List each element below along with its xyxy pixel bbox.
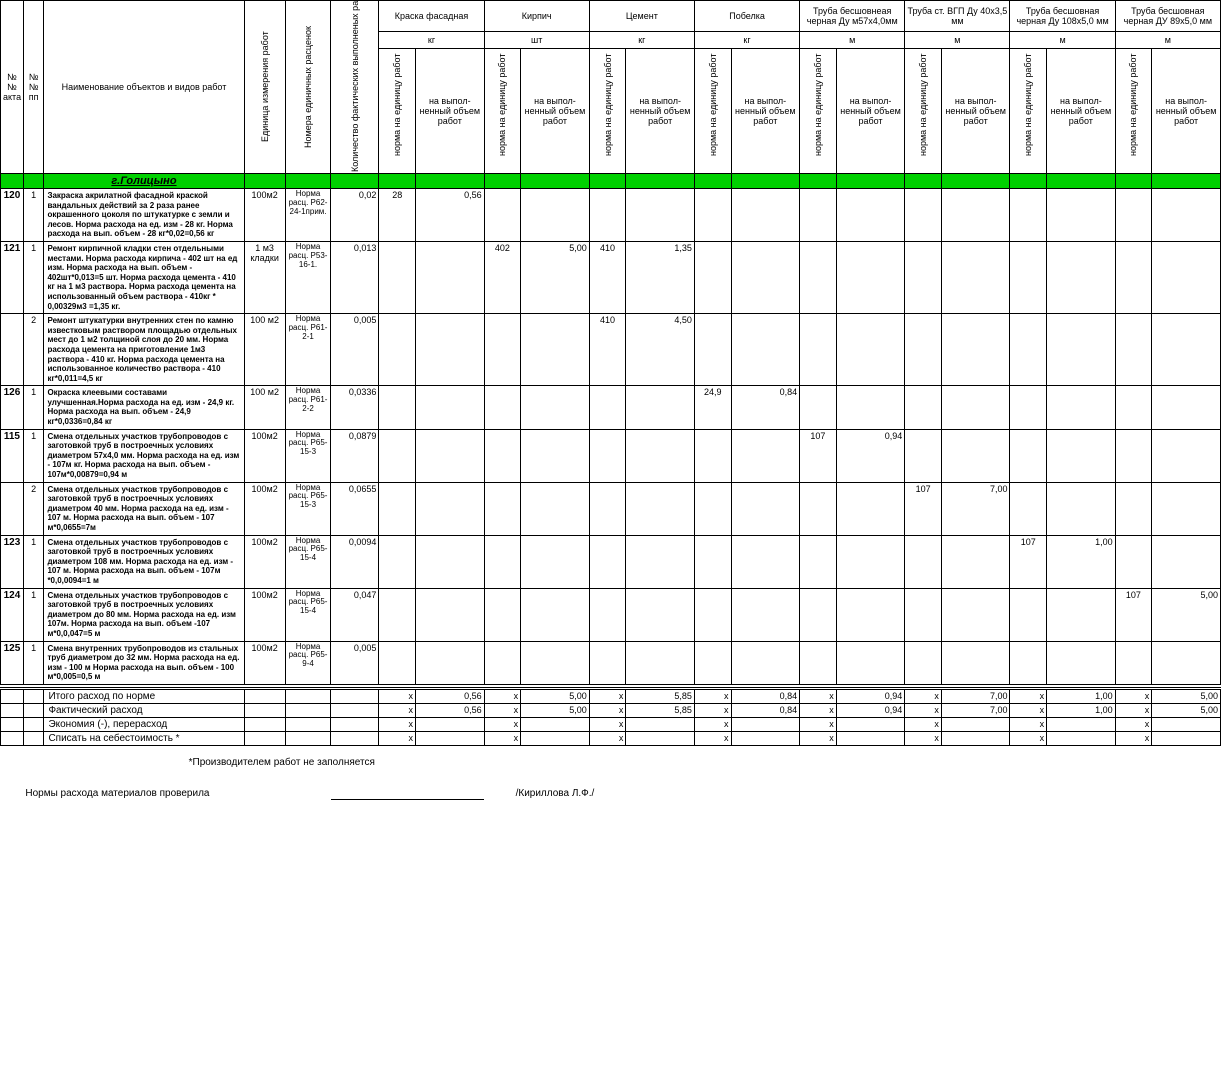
hdr-unit-6: м (1010, 31, 1115, 48)
work-description: Ремонт кирпичной кладки стен отдельными … (44, 241, 244, 313)
summary-row: Экономия (-), перерасходхххххххх (1, 717, 1221, 731)
summary-label: Фактический расход (44, 703, 244, 717)
main-table: № № акта № № пп Наименование объектов и … (0, 0, 1221, 800)
work-description: Закраска акрилатной фасадной краской ван… (44, 189, 244, 242)
hdr-unit-7: м (1115, 31, 1220, 48)
work-description: Окраска клеевыми составами улучшенная.Но… (44, 386, 244, 429)
hdr-mat-3: Побелка (694, 1, 799, 32)
hdr-sub-norm: норма на единицу работ (905, 49, 942, 174)
hdr-mat-2: Цемент (589, 1, 694, 32)
summary-label: Экономия (-), перерасход (44, 717, 244, 731)
work-description: Смена внутренних трубопроводов из стальн… (44, 641, 244, 684)
hdr-unit-4: м (800, 31, 905, 48)
hdr-name: Наименование объектов и видов работ (44, 1, 244, 174)
hdr-sub-done: на выпол-ненный объем работ (1152, 49, 1221, 174)
hdr-sub-done: на выпол-ненный объем работ (731, 49, 800, 174)
summary-label: Итого расход по норме (44, 688, 244, 703)
table-row: 2Смена отдельных участков трубопроводов … (1, 482, 1221, 535)
hdr-unit-5: м (905, 31, 1010, 48)
hdr-mat-5: Труба ст. ВГП Ду 40х3,5 мм (905, 1, 1010, 32)
hdr-unit-0: кг (379, 31, 484, 48)
hdr-unit-1: шт (484, 31, 589, 48)
table-row: 1251Смена внутренних трубопроводов из ст… (1, 641, 1221, 684)
section-title: г.Голицыно (44, 174, 244, 189)
footnote-row: *Производителем работ не заполняется (1, 756, 1221, 769)
hdr-pp: № № пп (23, 1, 44, 174)
section-row: г.Голицыно (1, 174, 1221, 189)
hdr-mat-1: Кирпич (484, 1, 589, 32)
hdr-unit: Единица измерения работ (244, 1, 285, 174)
checked-row: Нормы расхода материалов проверила /Кири… (1, 787, 1221, 800)
table-row: 2Ремонт штукатурки внутренних стен по ка… (1, 314, 1221, 386)
hdr-unit-2: кг (589, 31, 694, 48)
hdr-mat-6: Труба бесшовная черная Ду 108х5,0 мм (1010, 1, 1115, 32)
hdr-sub-done: на выпол-ненный объем работ (1047, 49, 1116, 174)
hdr-qty: Количество фактических выполненых работ (331, 1, 379, 174)
work-description: Смена отдельных участков трубопроводов с… (44, 588, 244, 641)
hdr-sub-norm: норма на единицу работ (800, 49, 837, 174)
summary-row: Итого расход по нормех0,56х5,00х5,85х0,8… (1, 688, 1221, 703)
hdr-mat-4: Труба бесшовнеая черная Ду м57х4,0мм (800, 1, 905, 32)
hdr-unit-3: кг (694, 31, 799, 48)
summary-row: Фактический расходх0,56х5,00х5,85х0,84х0… (1, 703, 1221, 717)
hdr-sub-norm: норма на единицу работ (1115, 49, 1152, 174)
work-description: Смена отдельных участков трубопроводов с… (44, 535, 244, 588)
summary-label: Списать на себестоимость * (44, 731, 244, 745)
hdr-sub-done: на выпол-ненный объем работ (415, 49, 484, 174)
table-row: 1241Смена отдельных участков трубопровод… (1, 588, 1221, 641)
hdr-mat-0: Краска фасадная (379, 1, 484, 32)
hdr-sub-norm: норма на единицу работ (379, 49, 416, 174)
hdr-norms: Номера единичных расценок (285, 1, 331, 174)
table-row: 1211Ремонт кирпичной кладки стен отдельн… (1, 241, 1221, 313)
summary-row: Списать на себестоимость *хххххххх (1, 731, 1221, 745)
table-row: 1261Окраска клеевыми составами улучшенна… (1, 386, 1221, 429)
hdr-sub-done: на выпол-ненный объем работ (626, 49, 695, 174)
hdr-sub-norm: норма на единицу работ (1010, 49, 1047, 174)
table-row: 1231Смена отдельных участков трубопровод… (1, 535, 1221, 588)
work-description: Ремонт штукатурки внутренних стен по кам… (44, 314, 244, 386)
table-row: 1201Закраска акрилатной фасадной краской… (1, 189, 1221, 242)
hdr-sub-norm: норма на единицу работ (484, 49, 521, 174)
work-description: Смена отдельных участков трубопроводов с… (44, 482, 244, 535)
work-description: Смена отдельных участков трубопроводов с… (44, 429, 244, 482)
hdr-sub-done: на выпол-ненный объем работ (521, 49, 590, 174)
hdr-mat-7: Труба бесшовная черная ДУ 89х5,0 мм (1115, 1, 1220, 32)
table-row: 1151Смена отдельных участков трубопровод… (1, 429, 1221, 482)
hdr-act: № № акта (1, 1, 24, 174)
hdr-sub-norm: норма на единицу работ (589, 49, 626, 174)
hdr-sub-done: на выпол-ненный объем работ (836, 49, 905, 174)
hdr-sub-done: на выпол-ненный объем работ (941, 49, 1010, 174)
hdr-sub-norm: норма на единицу работ (694, 49, 731, 174)
